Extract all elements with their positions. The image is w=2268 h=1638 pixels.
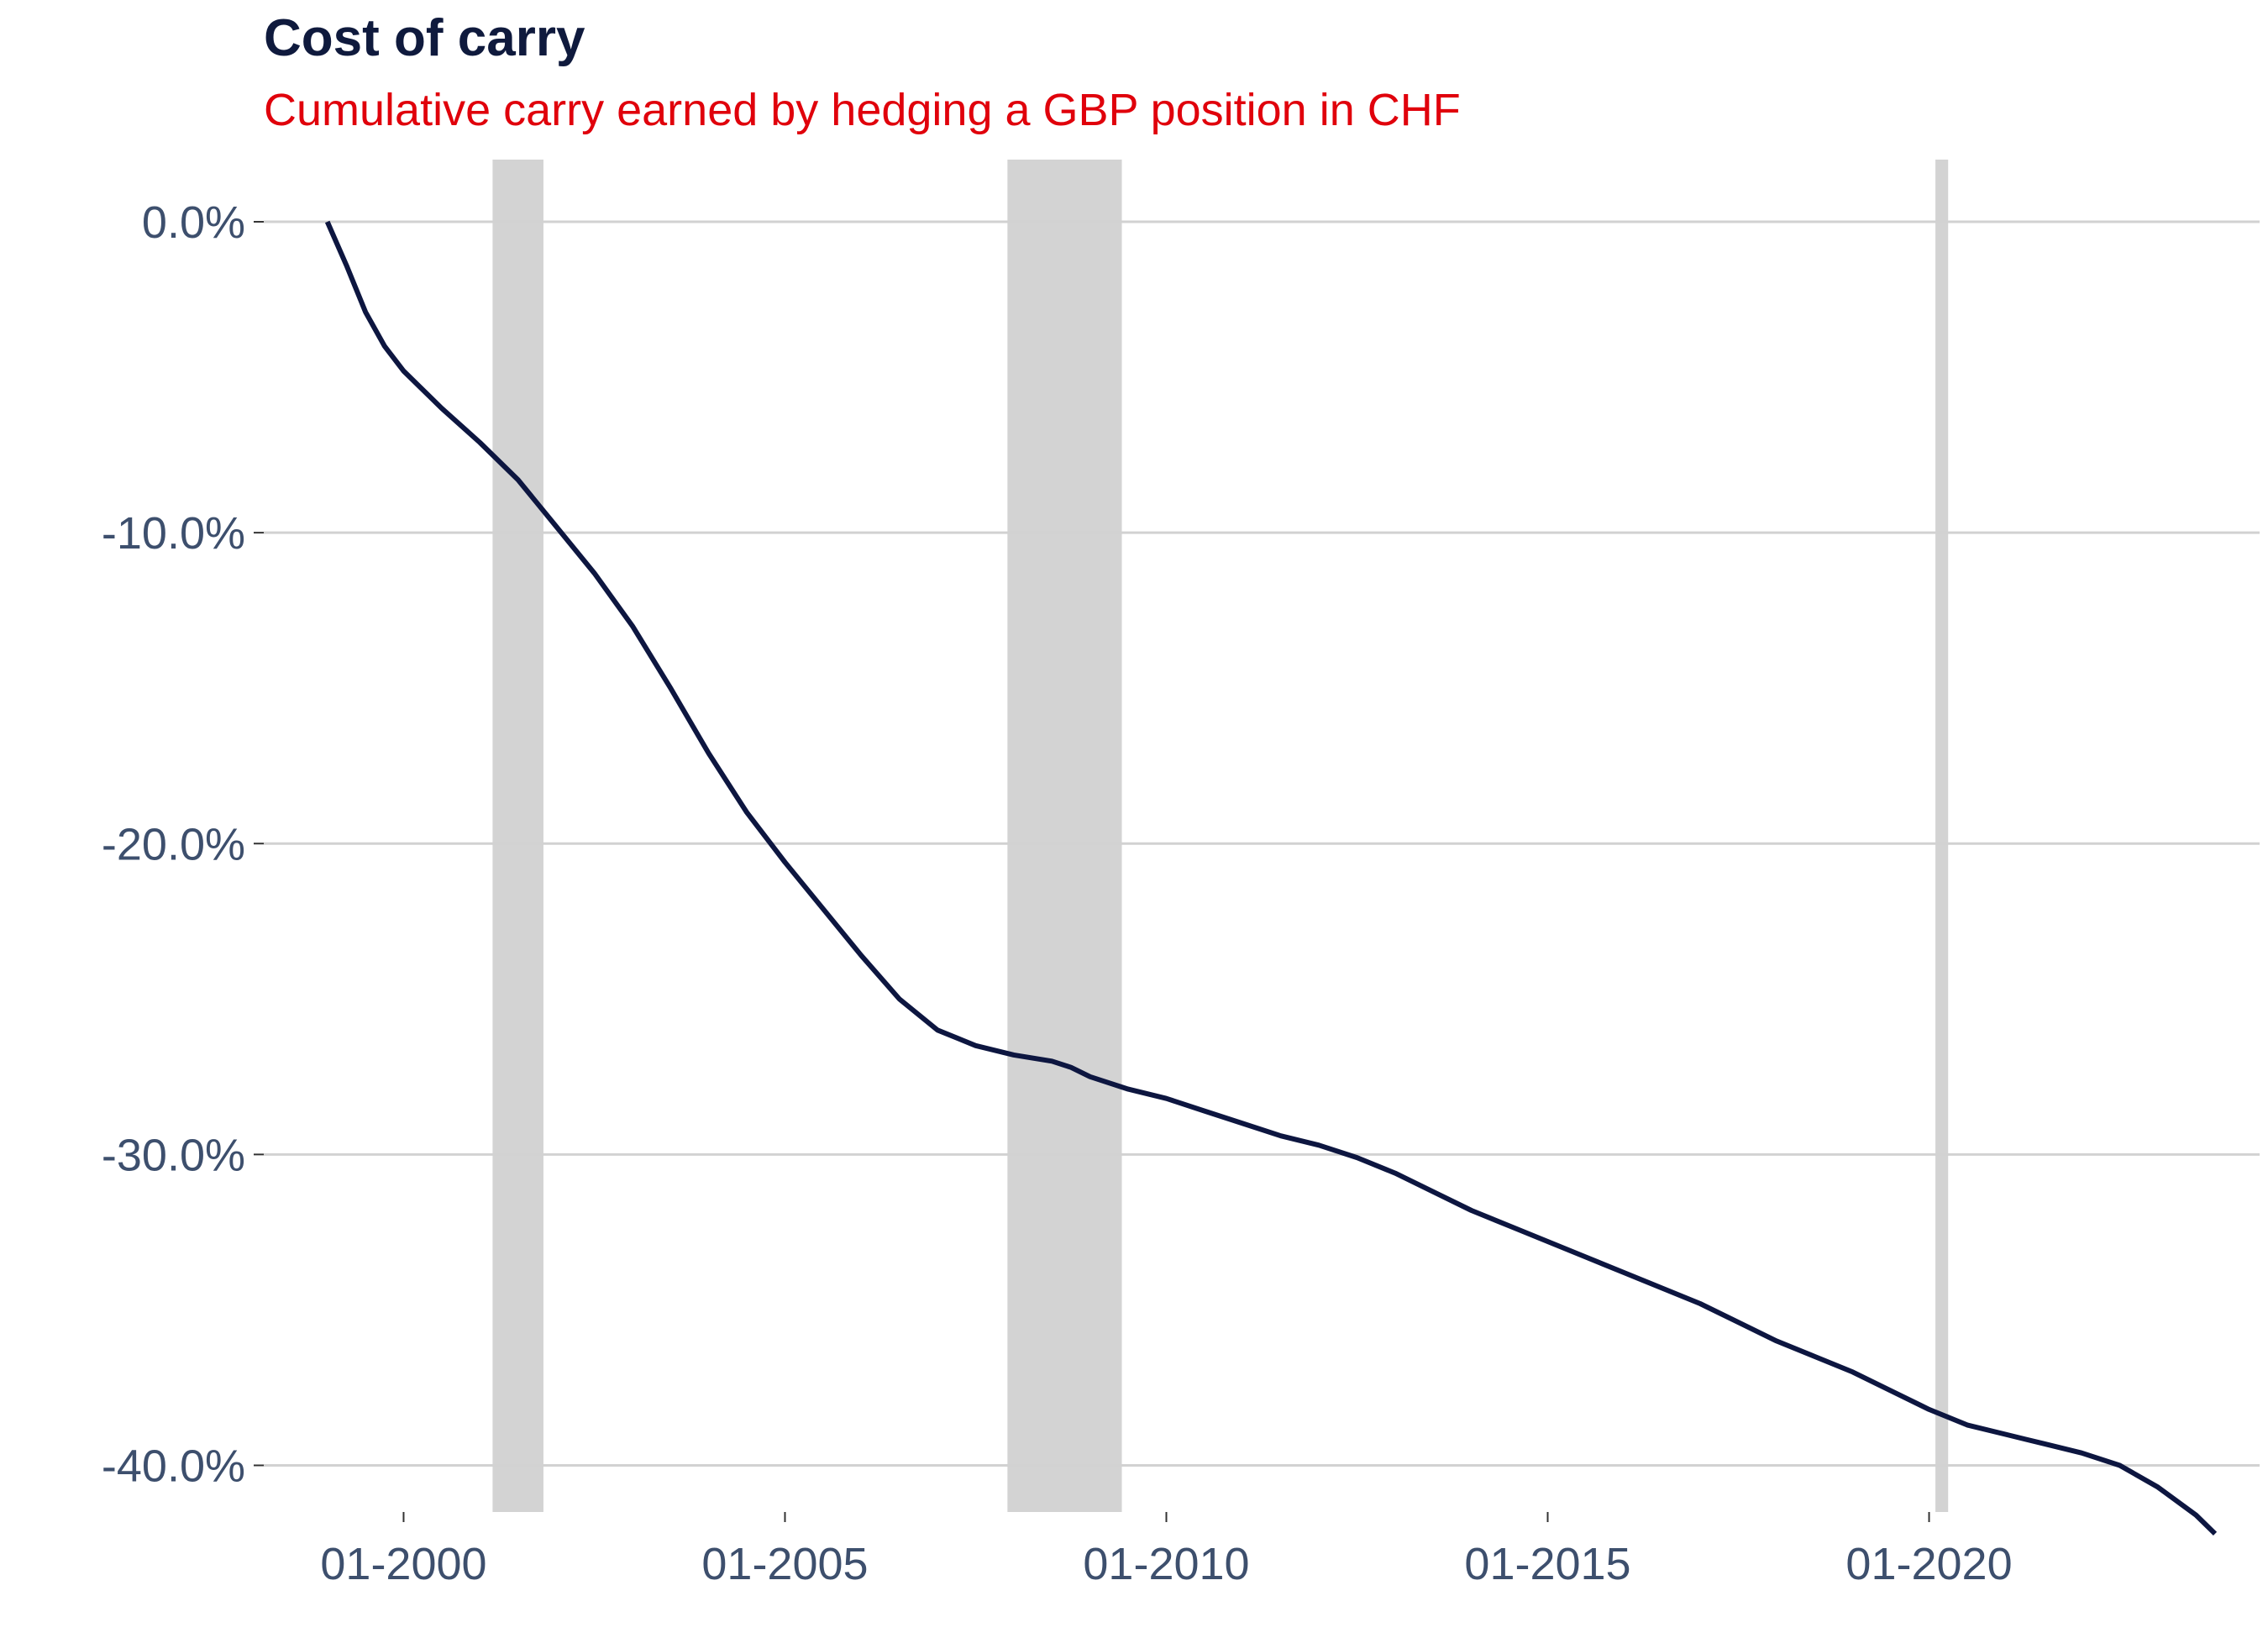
shaded-periods	[492, 160, 1949, 1512]
x-tick-label-4: 01-2020	[1845, 1539, 2012, 1589]
y-tick-label-4: -40.0%	[102, 1441, 245, 1491]
x-axis: 01-2000 01-2005 01-2010 01-2015 01-2020	[320, 1512, 2013, 1589]
y-tick-label-3: -30.0%	[102, 1130, 245, 1180]
shaded-period-2	[1935, 160, 1949, 1512]
shaded-period-0	[492, 160, 543, 1512]
shaded-period-1	[1007, 160, 1122, 1512]
chart-title: Cost of carry	[264, 9, 585, 67]
x-tick-label-0: 01-2000	[320, 1539, 486, 1589]
y-tick-label-1: -10.0%	[102, 508, 245, 559]
series-layer	[324, 220, 2218, 1536]
y-axis: 0.0% -10.0% -20.0% -30.0% -40.0%	[102, 197, 264, 1491]
series-line-0	[324, 220, 2218, 1536]
x-tick-label-2: 01-2010	[1083, 1539, 1249, 1589]
x-tick-label-3: 01-2015	[1464, 1539, 1630, 1589]
y-tick-label-2: -20.0%	[102, 819, 245, 869]
chart-subtitle: Cumulative carry earned by hedging a GBP…	[264, 85, 1461, 135]
x-tick-label-1: 01-2005	[701, 1539, 868, 1589]
gridlines	[264, 220, 2260, 1467]
y-tick-label-0: 0.0%	[142, 197, 245, 248]
